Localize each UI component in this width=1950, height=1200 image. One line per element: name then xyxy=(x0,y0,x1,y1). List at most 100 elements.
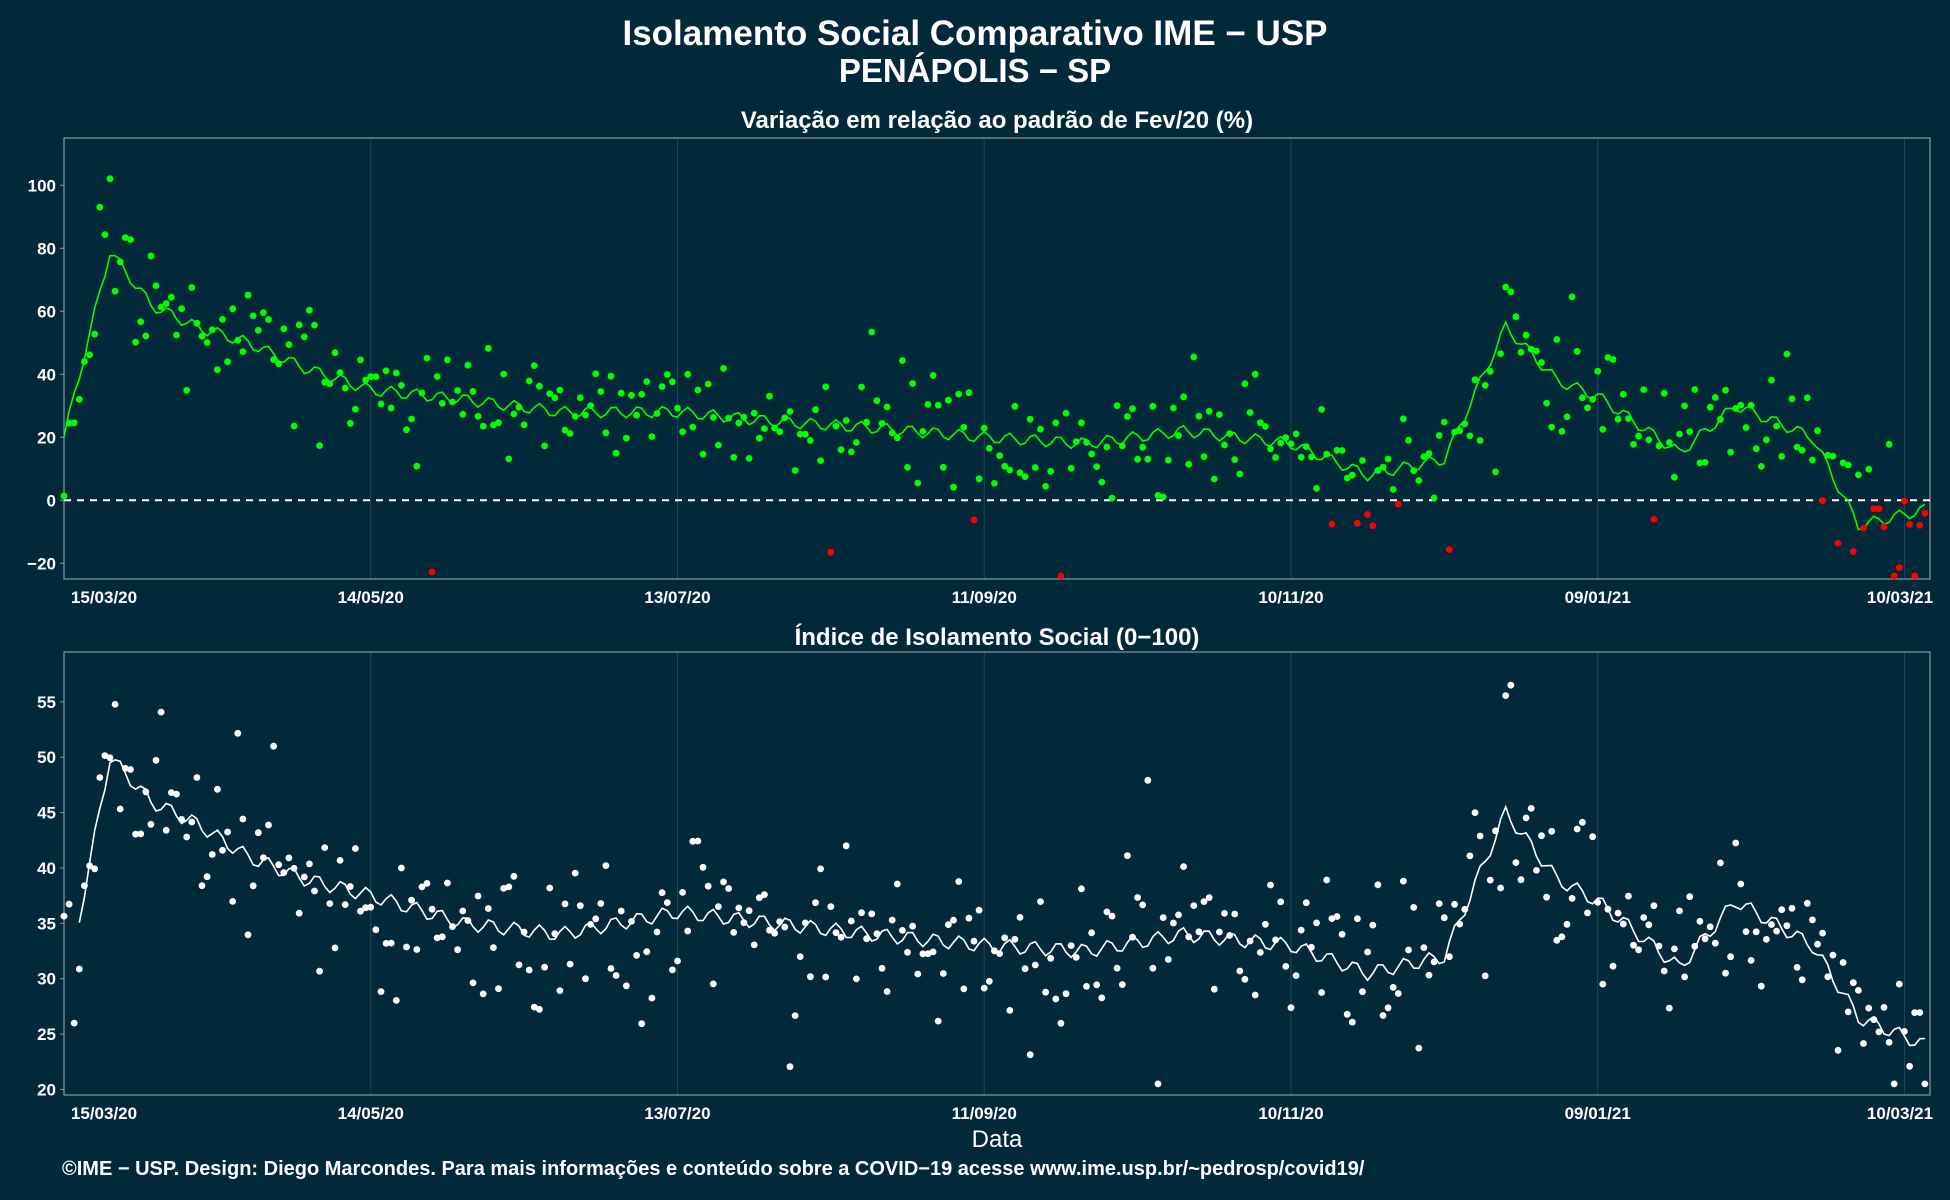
data-point xyxy=(438,933,446,941)
data-point xyxy=(1113,964,1121,972)
data-point xyxy=(152,282,160,290)
data-point xyxy=(694,386,702,394)
data-point xyxy=(1343,1010,1351,1018)
data-point xyxy=(755,434,763,442)
data-point xyxy=(1625,892,1632,900)
data-point xyxy=(1016,469,1024,477)
data-point xyxy=(316,967,323,975)
moving-average-line xyxy=(78,758,1925,1047)
data-point xyxy=(1594,899,1602,906)
data-point xyxy=(1737,880,1745,888)
data-point xyxy=(1732,405,1740,412)
data-point xyxy=(1553,936,1561,944)
data-point xyxy=(490,944,497,951)
data-point xyxy=(919,950,927,958)
data-point xyxy=(157,303,165,311)
data-point xyxy=(285,854,293,862)
data-point xyxy=(1655,442,1663,450)
data-point xyxy=(1635,432,1642,440)
data-point xyxy=(663,899,671,906)
data-point xyxy=(249,312,257,320)
data-point xyxy=(152,756,160,764)
data-point xyxy=(1502,283,1510,291)
data-point xyxy=(669,966,676,974)
data-point xyxy=(1650,902,1658,910)
data-point xyxy=(776,428,784,436)
data-point xyxy=(571,413,579,420)
data-point xyxy=(612,449,620,457)
data-point xyxy=(1078,885,1085,893)
data-point xyxy=(127,236,134,244)
data-point xyxy=(1359,988,1366,996)
data-point xyxy=(1210,985,1218,993)
data-point xyxy=(1492,468,1499,476)
data-point xyxy=(1604,905,1612,913)
data-point xyxy=(1522,331,1530,339)
data-point xyxy=(75,395,83,403)
data-point xyxy=(1773,422,1780,430)
data-point xyxy=(1579,818,1586,826)
data-point xyxy=(505,883,513,891)
data-point xyxy=(1093,463,1101,470)
data-point xyxy=(244,291,252,299)
x-tick-label: 09/01/21 xyxy=(1565,588,1631,607)
data-point xyxy=(372,926,380,934)
data-point xyxy=(188,818,196,826)
data-point xyxy=(1793,964,1801,971)
data-point xyxy=(1159,914,1167,921)
data-point xyxy=(684,927,692,935)
data-point xyxy=(500,885,508,892)
data-point xyxy=(1757,463,1765,470)
data-point xyxy=(1359,457,1366,464)
x-tick-label: 11/09/20 xyxy=(952,1104,1017,1123)
data-point xyxy=(326,900,334,907)
data-point xyxy=(1200,453,1208,460)
data-point xyxy=(106,175,114,183)
data-point xyxy=(679,889,686,896)
data-point xyxy=(858,383,865,391)
data-point xyxy=(750,941,758,949)
data-point xyxy=(168,293,175,301)
data-point xyxy=(234,337,242,344)
data-point xyxy=(551,394,559,402)
data-point xyxy=(914,970,922,978)
data-point xyxy=(157,708,165,716)
data-point xyxy=(469,979,477,987)
data-point xyxy=(1231,456,1239,463)
data-point xyxy=(510,872,518,880)
data-point xyxy=(203,339,211,346)
data-point xyxy=(592,370,600,378)
data-point xyxy=(1440,914,1448,922)
data-point xyxy=(1814,940,1821,948)
data-point xyxy=(1057,572,1065,580)
data-point xyxy=(1037,425,1044,433)
data-point xyxy=(1573,347,1581,355)
data-point xyxy=(602,862,610,869)
data-point xyxy=(934,401,942,409)
data-point xyxy=(70,419,78,427)
data-point xyxy=(822,973,830,981)
data-point xyxy=(1405,436,1412,444)
data-point xyxy=(1757,982,1765,990)
data-point xyxy=(1517,876,1525,884)
data-point xyxy=(1323,876,1331,884)
data-point xyxy=(1318,989,1325,996)
data-point xyxy=(352,405,359,413)
data-point xyxy=(449,398,456,406)
data-point xyxy=(1681,402,1688,410)
data-point xyxy=(1747,957,1755,964)
data-point xyxy=(1701,459,1709,466)
data-point xyxy=(423,880,431,887)
data-point xyxy=(459,410,467,418)
data-point xyxy=(1609,962,1617,970)
data-point xyxy=(1031,961,1039,969)
data-point xyxy=(1226,430,1233,437)
data-point xyxy=(709,980,717,988)
data-point xyxy=(408,896,415,904)
data-point xyxy=(893,434,901,442)
data-point xyxy=(551,930,559,938)
data-point xyxy=(1389,984,1397,991)
data-point xyxy=(162,826,170,834)
data-point xyxy=(147,252,155,260)
data-point xyxy=(868,910,876,918)
